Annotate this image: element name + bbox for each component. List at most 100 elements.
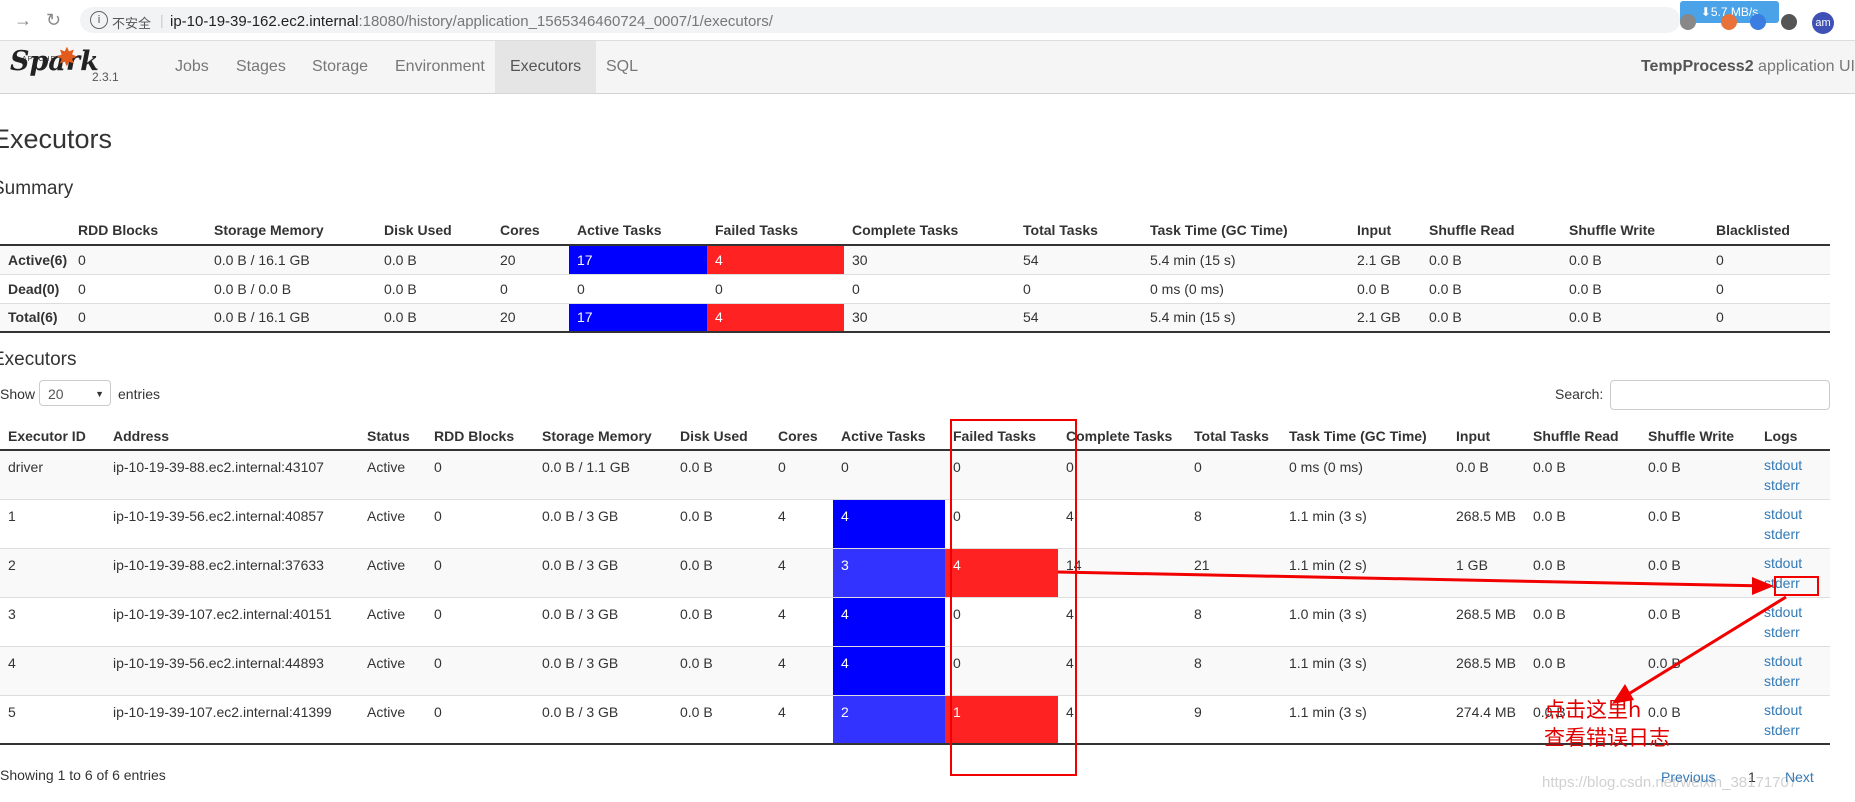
- table-cell: 0: [426, 449, 534, 499]
- summary-cell: 0.0 B: [1421, 244, 1561, 274]
- table-cell: 1: [0, 498, 105, 548]
- table-cell: 4: [1058, 498, 1186, 548]
- extension-dark-icon[interactable]: [1781, 14, 1797, 30]
- summary-col-9: Task Time (GC Time): [1142, 215, 1349, 246]
- executors-col-3[interactable]: RDD Blocks: [426, 422, 534, 451]
- forward-icon[interactable]: →: [14, 10, 32, 30]
- stderr-link[interactable]: stderr: [1764, 721, 1800, 738]
- tab-sql[interactable]: SQL: [606, 58, 639, 75]
- summary-cell: 2.1 GB: [1349, 302, 1421, 333]
- search-input[interactable]: [1610, 380, 1830, 410]
- url-path: :18080/history/application_1565346460724…: [358, 13, 773, 30]
- table-cell: 0.0 B / 3 GB: [534, 596, 672, 646]
- stderr-link[interactable]: stderr: [1764, 623, 1800, 640]
- executors-col-8[interactable]: Failed Tasks: [945, 422, 1058, 451]
- table-row: 4 ip-10-19-39-56.ec2.internal:44893 Active…: [0, 645, 1830, 695]
- summary-cell: 54: [1015, 302, 1142, 333]
- table-cell: 0.0 B / 3 GB: [534, 498, 672, 548]
- executors-col-10[interactable]: Total Tasks: [1186, 422, 1281, 451]
- summary-row-label: Total(6): [0, 302, 70, 333]
- stdout-link[interactable]: stdout: [1764, 701, 1803, 718]
- page-size-select[interactable]: 20 ▼: [39, 380, 111, 406]
- table-cell: 0: [426, 498, 534, 548]
- table-cell: Active: [359, 498, 426, 548]
- summary-cell: 54: [1015, 244, 1142, 274]
- executors-col-0[interactable]: Executor ID: [0, 422, 105, 451]
- pagination-current[interactable]: 1: [1748, 769, 1756, 785]
- stdout-link[interactable]: stdout: [1764, 457, 1803, 473]
- extension-blue-icon[interactable]: [1750, 14, 1766, 30]
- table-cell: 1.1 min (3 s): [1281, 498, 1448, 548]
- table-cell: Active: [359, 449, 426, 499]
- stdout-link[interactable]: stdout: [1764, 505, 1803, 522]
- pagination-previous[interactable]: Previous: [1661, 769, 1716, 785]
- stdout-link[interactable]: stdout: [1764, 603, 1803, 620]
- stderr-link[interactable]: stderr: [1764, 477, 1800, 493]
- watermark: https://blog.csdn.net/weixin_38171707: [1542, 774, 1798, 791]
- url-host: ip-10-19-39-162.ec2.internal: [170, 13, 359, 30]
- table-cell: 0.0 B: [672, 498, 770, 548]
- table-cell: 4: [833, 596, 945, 646]
- table-cell: driver: [0, 449, 105, 499]
- executors-col-5[interactable]: Disk Used: [672, 422, 770, 451]
- summary-cell: 0.0 B / 16.1 GB: [206, 244, 376, 274]
- address-bar[interactable]: [80, 7, 1680, 33]
- table-cell: 9: [1186, 694, 1281, 745]
- table-cell: 0.0 B: [1640, 645, 1756, 695]
- logs-cell: stdout stderr: [1756, 498, 1830, 548]
- summary-cell: 0: [844, 273, 1015, 303]
- executors-col-6[interactable]: Cores: [770, 422, 833, 451]
- stderr-link[interactable]: stderr: [1764, 672, 1800, 689]
- tab-environment[interactable]: Environment: [395, 58, 485, 75]
- executors-col-1[interactable]: Address: [105, 422, 359, 451]
- tab-executors[interactable]: Executors: [495, 41, 597, 93]
- table-cell: Active: [359, 694, 426, 745]
- executors-col-9[interactable]: Complete Tasks: [1058, 422, 1186, 451]
- executors-col-4[interactable]: Storage Memory: [534, 422, 672, 451]
- executors-col-14[interactable]: Shuffle Write: [1640, 422, 1756, 451]
- summary-cell: 0.0 B: [1561, 244, 1708, 274]
- executors-col-2[interactable]: Status: [359, 422, 426, 451]
- stdout-link[interactable]: stdout: [1764, 652, 1803, 669]
- summary-row: Active(6) 0 0.0 B / 16.1 GB 0.0 B 20 17 4 30 54 5…: [0, 244, 1830, 274]
- tab-storage[interactable]: Storage: [312, 58, 369, 75]
- table-cell: ip-10-19-39-107.ec2.internal:41399: [105, 694, 359, 745]
- table-cell: 0.0 B: [1448, 449, 1525, 499]
- info-icon[interactable]: i: [90, 11, 108, 29]
- caret-down-icon: ▼: [95, 389, 104, 399]
- executors-col-12[interactable]: Input: [1448, 422, 1525, 451]
- avatar[interactable]: am: [1812, 12, 1834, 34]
- table-cell: ip-10-19-39-88.ec2.internal:43107: [105, 449, 359, 499]
- summary-cell: 20: [492, 302, 569, 333]
- summary-cell: 0: [1708, 244, 1830, 274]
- tab-jobs[interactable]: Jobs: [175, 58, 209, 75]
- table-cell: 0.0 B: [672, 547, 770, 597]
- summary-header-row: RDD Blocks Storage Memory Disk Used Cores Ac…: [0, 215, 1830, 246]
- reload-icon[interactable]: ↻: [46, 10, 62, 30]
- extension-orange-icon[interactable]: [1721, 14, 1737, 30]
- table-info: Showing 1 to 6 of 6 entries: [0, 767, 166, 783]
- summary-col-12: Shuffle Write: [1561, 215, 1708, 246]
- table-cell: 0.0 B / 3 GB: [534, 694, 672, 745]
- summary-table: RDD Blocks Storage Memory Disk Used Cores Ac…: [0, 215, 1830, 333]
- stderr-link[interactable]: stderr: [1764, 525, 1800, 542]
- pagination-next[interactable]: Next: [1785, 769, 1814, 785]
- stderr-highlight-box: [1774, 576, 1819, 596]
- spark-logo[interactable]: Spark: [10, 46, 99, 77]
- table-cell: 0.0 B: [672, 645, 770, 695]
- table-cell: 0: [426, 547, 534, 597]
- executors-col-11[interactable]: Task Time (GC Time): [1281, 422, 1448, 451]
- table-cell: ip-10-19-39-88.ec2.internal:37633: [105, 547, 359, 597]
- executors-col-15[interactable]: Logs: [1756, 422, 1830, 451]
- stdout-link[interactable]: stdout: [1764, 554, 1803, 571]
- logs-cell: stdout stderr: [1756, 645, 1830, 695]
- star-icon[interactable]: [1680, 14, 1696, 30]
- summary-cell: 0: [569, 273, 707, 303]
- executors-col-13[interactable]: Shuffle Read: [1525, 422, 1640, 451]
- summary-cell: 0.0 B: [1421, 273, 1561, 303]
- executors-col-7[interactable]: Active Tasks: [833, 422, 945, 451]
- executors-title: Executors: [0, 349, 77, 370]
- url-text[interactable]: ip-10-19-39-162.ec2.internal:18080/histo…: [170, 13, 773, 30]
- tab-stages[interactable]: Stages: [236, 58, 286, 75]
- table-cell: 4: [833, 498, 945, 548]
